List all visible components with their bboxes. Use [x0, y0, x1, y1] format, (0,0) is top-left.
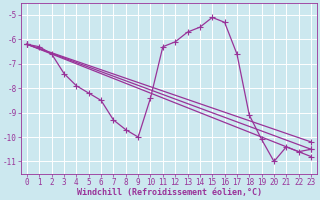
X-axis label: Windchill (Refroidissement éolien,°C): Windchill (Refroidissement éolien,°C) [76, 188, 261, 197]
